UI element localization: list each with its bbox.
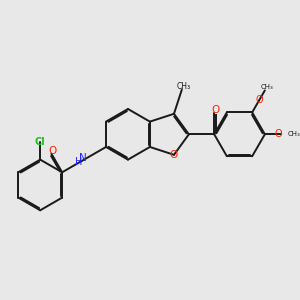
Text: CH₃: CH₃ <box>261 84 273 90</box>
Text: O: O <box>255 95 263 105</box>
Text: O: O <box>212 105 220 115</box>
Text: O: O <box>275 129 283 139</box>
Text: N: N <box>79 153 86 163</box>
Text: Cl: Cl <box>35 137 46 147</box>
Text: O: O <box>49 146 57 156</box>
Text: CH₃: CH₃ <box>176 82 190 91</box>
Text: O: O <box>170 150 178 160</box>
Text: CH₃: CH₃ <box>288 131 300 137</box>
Text: H: H <box>75 158 82 167</box>
